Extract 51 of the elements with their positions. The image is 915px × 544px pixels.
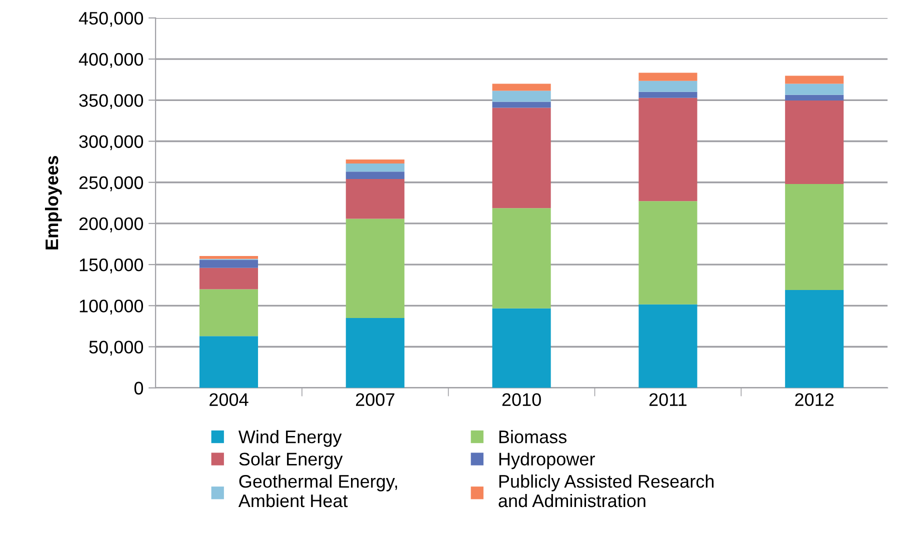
y-tick-label: 450,000: [78, 12, 144, 27]
x-tick-label: 2007: [356, 393, 394, 406]
bar: [785, 100, 844, 184]
y-axis-title: Employees: [44, 156, 62, 250]
bar: [492, 108, 551, 208]
bar: [346, 318, 404, 388]
bar: [199, 336, 258, 388]
bar: [492, 102, 551, 108]
bar: [346, 164, 404, 172]
bar: [346, 172, 404, 179]
bar: [638, 92, 698, 98]
bar: [199, 260, 258, 268]
bar: [638, 201, 698, 304]
x-tick-label: 2004: [210, 393, 248, 406]
y-tick-label: 50,000: [89, 340, 144, 356]
bar: [492, 208, 551, 308]
legend-label: Geothermal Energy, Ambient Heat: [238, 474, 398, 508]
bar: [785, 84, 844, 95]
y-tick-label: 200,000: [79, 217, 144, 232]
bar: [492, 84, 551, 91]
bar: [785, 76, 844, 84]
y-tick-label: 150,000: [80, 258, 144, 274]
y-tick-label: 0: [134, 382, 144, 395]
bar: [638, 72, 698, 81]
bar: [638, 80, 698, 92]
legend-label: Biomass: [499, 430, 566, 444]
bar: [492, 308, 551, 388]
y-tick-label: 250,000: [79, 176, 144, 192]
x-tick-label: 2010: [502, 393, 541, 406]
x-tick-label: 2012: [795, 393, 834, 406]
bar: [199, 256, 258, 259]
legend-label: Hydropower: [499, 452, 595, 470]
y-tick-label: 400,000: [78, 52, 144, 68]
bar: [492, 90, 551, 102]
bar: [199, 289, 258, 336]
bar: [638, 304, 698, 388]
legend-label: Solar Energy: [239, 452, 343, 470]
bar: [346, 178, 404, 219]
y-tick-label: 100,000: [80, 300, 144, 315]
bar: [785, 184, 844, 290]
legend-label: Wind Energy: [238, 430, 342, 447]
bar: [785, 290, 844, 388]
y-tick-label: 350,000: [79, 94, 144, 110]
y-tick-label: 300,000: [79, 135, 144, 150]
bar: [199, 268, 258, 290]
legend-label: Publicly Assisted Research and Administration: [498, 474, 714, 508]
bar: [785, 94, 844, 100]
x-tick-label: 2011: [649, 393, 686, 406]
bar: [638, 98, 698, 202]
bar: [346, 160, 404, 164]
bar: [346, 218, 404, 318]
